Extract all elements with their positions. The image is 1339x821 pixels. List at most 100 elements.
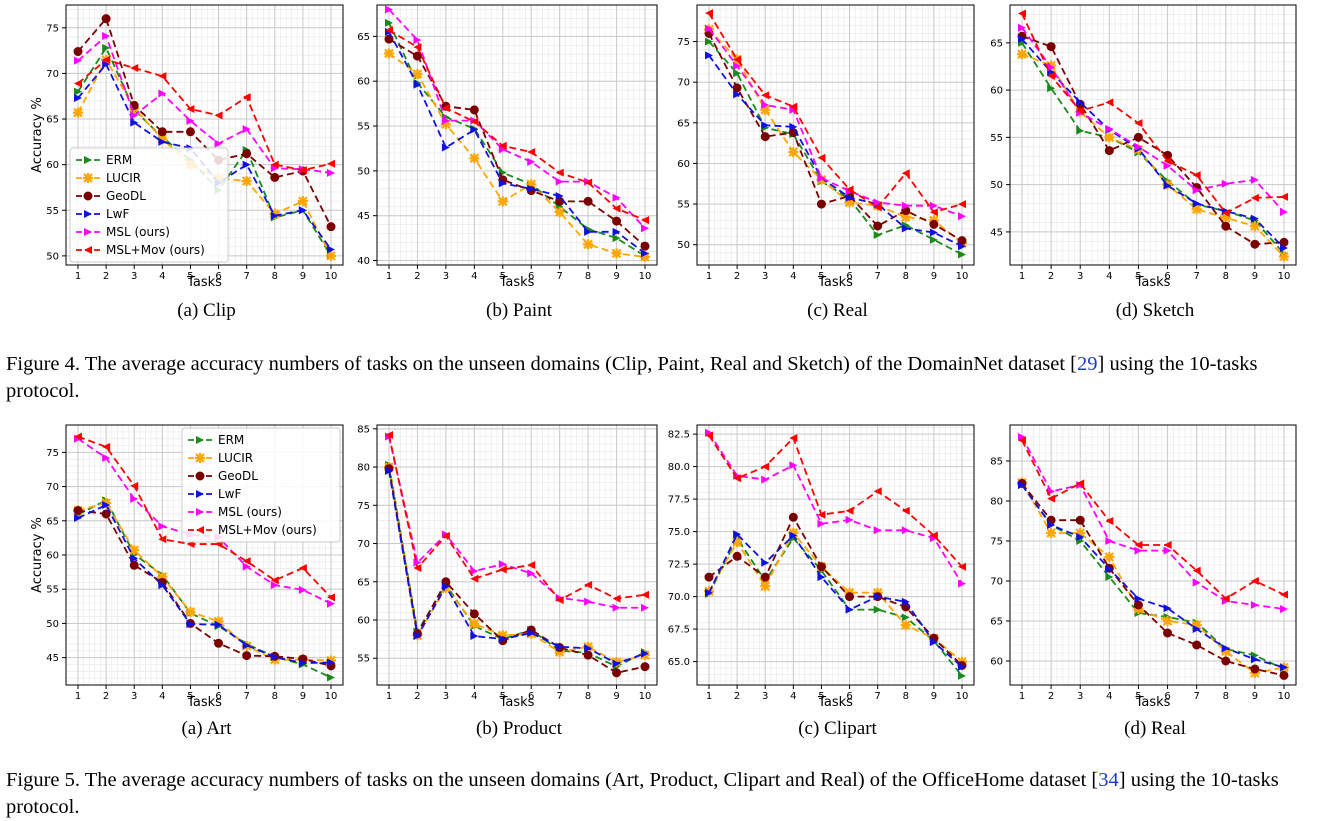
data-point bbox=[555, 596, 564, 605]
data-point bbox=[384, 48, 394, 59]
x-tick-label: 2 bbox=[734, 691, 740, 702]
data-point bbox=[412, 69, 423, 80]
x-tick-label: 8 bbox=[272, 691, 278, 702]
x-tick-label: 4 bbox=[1106, 691, 1112, 702]
data-point bbox=[242, 160, 251, 169]
data-point bbox=[1105, 537, 1114, 545]
series-line bbox=[708, 432, 963, 585]
data-point bbox=[158, 535, 167, 544]
x-tick-label: 6 bbox=[846, 271, 852, 282]
x-tick-label: 9 bbox=[300, 691, 306, 702]
data-point bbox=[611, 248, 622, 259]
x-tick-label: 1 bbox=[386, 691, 392, 702]
x-tick-label: 5 bbox=[818, 271, 824, 282]
data-point bbox=[583, 650, 593, 660]
figure-4-citation-link[interactable]: 29 bbox=[1077, 353, 1098, 375]
data-point bbox=[1249, 221, 1260, 232]
y-tick-label: 75 bbox=[46, 23, 59, 34]
data-point bbox=[1047, 521, 1056, 529]
data-point bbox=[326, 250, 336, 261]
y-tick-label: 75 bbox=[46, 448, 59, 459]
x-tick-label: 7 bbox=[243, 271, 249, 282]
x-tick-label: 1 bbox=[1019, 271, 1025, 282]
y-tick-label: 40 bbox=[357, 256, 370, 267]
legend-marker bbox=[196, 526, 204, 534]
legend-marker bbox=[196, 508, 204, 516]
data-point bbox=[733, 90, 742, 99]
x-tick-label: 9 bbox=[931, 691, 937, 702]
plot-frame bbox=[376, 4, 658, 266]
series-lwf bbox=[74, 501, 335, 668]
data-point bbox=[584, 644, 593, 653]
data-point bbox=[74, 87, 82, 96]
chart-panel-8: 1 2 3 4 5 6 7 8 9 10 60 65 70 75 80 85 Tasks (d) Real bbox=[990, 424, 1297, 739]
data-point bbox=[298, 206, 307, 215]
y-tick-label: 65 bbox=[357, 32, 370, 43]
data-point bbox=[73, 47, 83, 57]
x-tick-label: 10 bbox=[639, 691, 652, 702]
data-point bbox=[1163, 546, 1172, 555]
series-line bbox=[77, 509, 332, 667]
data-point bbox=[270, 211, 279, 220]
series-line bbox=[388, 434, 646, 602]
legend-marker bbox=[84, 246, 92, 254]
data-point bbox=[929, 201, 938, 210]
x-tick-label: 7 bbox=[556, 691, 562, 702]
data-point bbox=[385, 430, 393, 439]
x-tick-label: 7 bbox=[1193, 691, 1199, 702]
data-point bbox=[470, 125, 479, 134]
data-point bbox=[1134, 594, 1143, 603]
data-point bbox=[873, 526, 882, 535]
data-point bbox=[1046, 528, 1057, 538]
data-point bbox=[555, 168, 564, 177]
series-line bbox=[1021, 35, 1285, 246]
data-point bbox=[1047, 84, 1056, 93]
x-tick-label: 9 bbox=[613, 691, 619, 702]
series-line bbox=[708, 536, 963, 677]
data-point bbox=[413, 35, 422, 44]
data-point bbox=[385, 5, 393, 14]
y-tick-label: 75 bbox=[990, 537, 1003, 548]
y-tick-label: 70 bbox=[46, 69, 59, 80]
data-point bbox=[130, 111, 139, 120]
data-point bbox=[1163, 161, 1172, 170]
data-point bbox=[129, 560, 139, 570]
series-line bbox=[1021, 482, 1285, 677]
data-point bbox=[873, 605, 882, 614]
series-msl-ours bbox=[1018, 23, 1288, 217]
figure-5-citation-link[interactable]: 34 bbox=[1098, 769, 1119, 791]
x-tick-label: 10 bbox=[639, 271, 652, 282]
data-point bbox=[470, 567, 479, 576]
data-point bbox=[555, 191, 564, 200]
data-point bbox=[242, 557, 251, 566]
data-point bbox=[845, 515, 854, 524]
y-tick-label: 65 bbox=[357, 577, 370, 588]
y-tick-label: 55 bbox=[46, 585, 59, 596]
data-point bbox=[640, 241, 650, 251]
data-point bbox=[185, 127, 195, 137]
data-point bbox=[102, 453, 111, 462]
x-tick-label: 4 bbox=[790, 271, 796, 282]
data-point bbox=[74, 56, 82, 65]
data-point bbox=[845, 193, 854, 202]
data-point bbox=[1221, 656, 1231, 666]
data-point bbox=[873, 592, 882, 601]
y-tick-label: 50 bbox=[677, 240, 690, 251]
x-axis-label: Tasks bbox=[499, 695, 535, 710]
data-point bbox=[760, 104, 771, 115]
data-point bbox=[958, 562, 966, 571]
x-tick-label: 7 bbox=[243, 691, 249, 702]
data-point bbox=[527, 157, 536, 166]
data-point bbox=[929, 219, 939, 229]
y-tick-label: 50 bbox=[46, 619, 59, 630]
data-point bbox=[705, 9, 713, 18]
series-msl-mov-ours bbox=[705, 9, 966, 217]
y-tick-label: 65 bbox=[46, 516, 59, 527]
y-tick-label: 65 bbox=[677, 118, 690, 129]
data-point bbox=[900, 212, 911, 223]
y-tick-label: 50 bbox=[990, 180, 1003, 191]
x-axis-label: Tasks bbox=[817, 695, 853, 710]
data-point bbox=[732, 551, 742, 561]
y-tick-label: 50 bbox=[46, 251, 59, 262]
